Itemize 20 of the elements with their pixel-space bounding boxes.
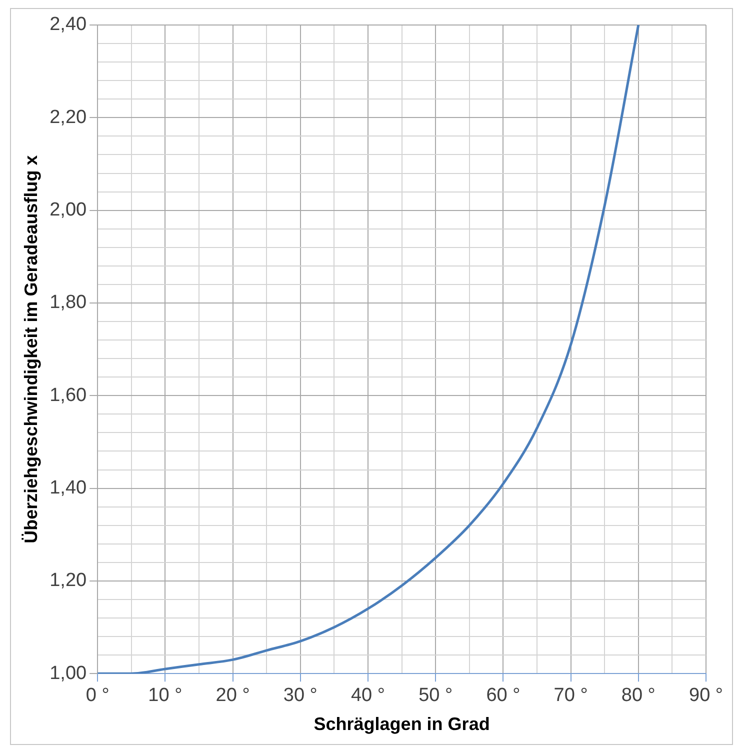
y-tick-label: 1,80	[50, 292, 87, 314]
x-tick-label: 30 °	[283, 685, 318, 706]
x-tick-label: 80 °	[621, 685, 656, 706]
x-tick-label: 40 °	[350, 685, 385, 706]
x-tick-label: 20 °	[216, 685, 250, 706]
x-tick-label: 90 °	[688, 685, 724, 706]
x-tick-label: 0 °	[86, 685, 110, 706]
x-tick-label: 10 °	[148, 685, 182, 706]
x-tick-label: 60 °	[486, 685, 520, 706]
y-tick-label: 1,40	[50, 478, 87, 499]
y-tick-label: 1,00	[50, 662, 87, 684]
x-axis-title: Schräglagen in Grad	[314, 714, 490, 734]
x-tick-label: 70 °	[554, 685, 588, 706]
y-tick-label: 2,20	[50, 106, 87, 128]
y-tick-label: 1,20	[50, 570, 87, 592]
y-tick-label: 1,60	[50, 384, 87, 406]
y-axis-title: Überziehgeschwindigkeit im Geradeausflug x	[20, 155, 41, 544]
x-tick-label: 50 °	[418, 685, 453, 706]
y-tick-label: 2,00	[50, 200, 87, 221]
y-tick-label: 2,40	[50, 14, 87, 36]
